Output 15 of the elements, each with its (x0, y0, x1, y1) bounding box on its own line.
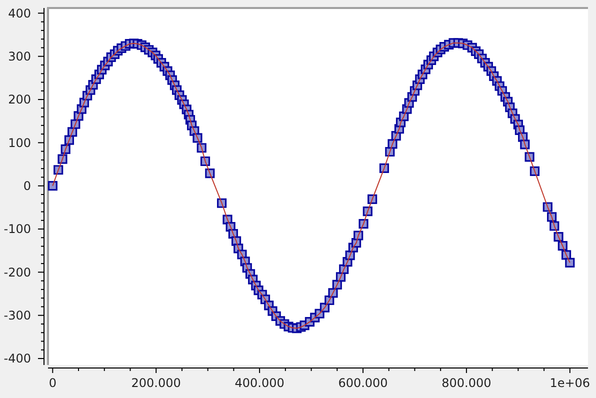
y-tick-label: 100 (8, 136, 31, 150)
y-tick-label: -200 (4, 265, 31, 280)
y-tick-label: 200 (8, 92, 31, 107)
x-tick-label: 1e+06 (550, 376, 590, 390)
x-tick-label: 800.000 (442, 376, 492, 390)
y-tick-label: 300 (8, 50, 31, 64)
y-tick-label: -300 (4, 308, 31, 323)
y-tick-label: 0 (23, 179, 31, 194)
x-tick-label: 0 (48, 376, 56, 390)
y-tick-label: -100 (4, 222, 31, 236)
y-tick-label: 400 (8, 6, 31, 20)
x-tick-label: 200.000 (131, 376, 181, 390)
y-tick-label: -400 (4, 352, 31, 366)
x-tick-label: 400.000 (234, 376, 284, 390)
x-tick-label: 600.000 (338, 376, 388, 390)
